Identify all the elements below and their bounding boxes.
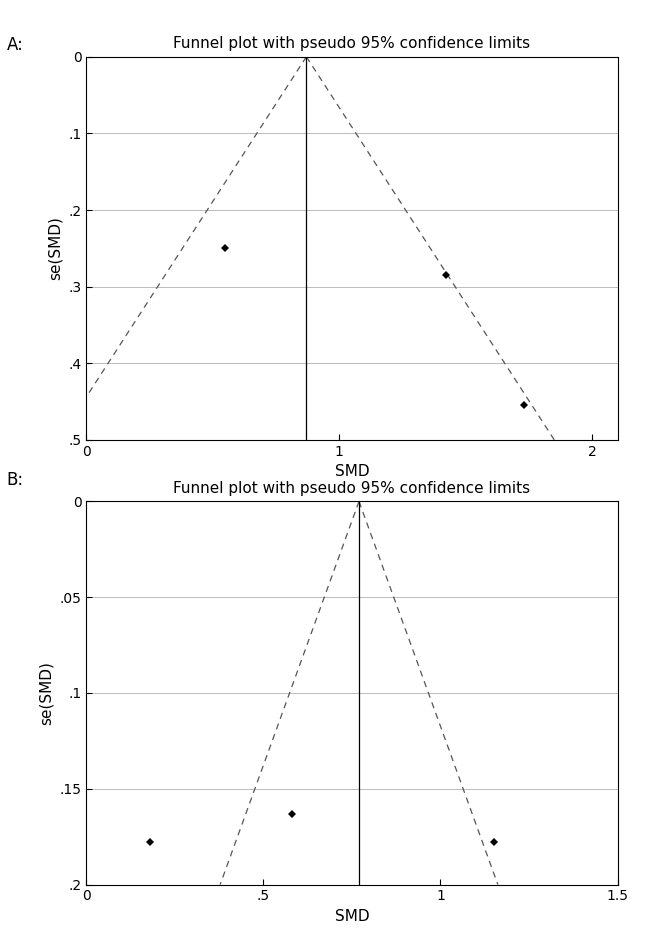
Title: Funnel plot with pseudo 95% confidence limits: Funnel plot with pseudo 95% confidence l… [173, 482, 531, 496]
Title: Funnel plot with pseudo 95% confidence limits: Funnel plot with pseudo 95% confidence l… [173, 37, 531, 51]
Y-axis label: se(SMD): se(SMD) [39, 661, 54, 725]
Y-axis label: se(SMD): se(SMD) [48, 217, 62, 280]
Text: B:: B: [7, 471, 24, 489]
X-axis label: SMD: SMD [335, 909, 369, 924]
X-axis label: SMD: SMD [335, 464, 369, 480]
Text: A:: A: [7, 36, 23, 54]
